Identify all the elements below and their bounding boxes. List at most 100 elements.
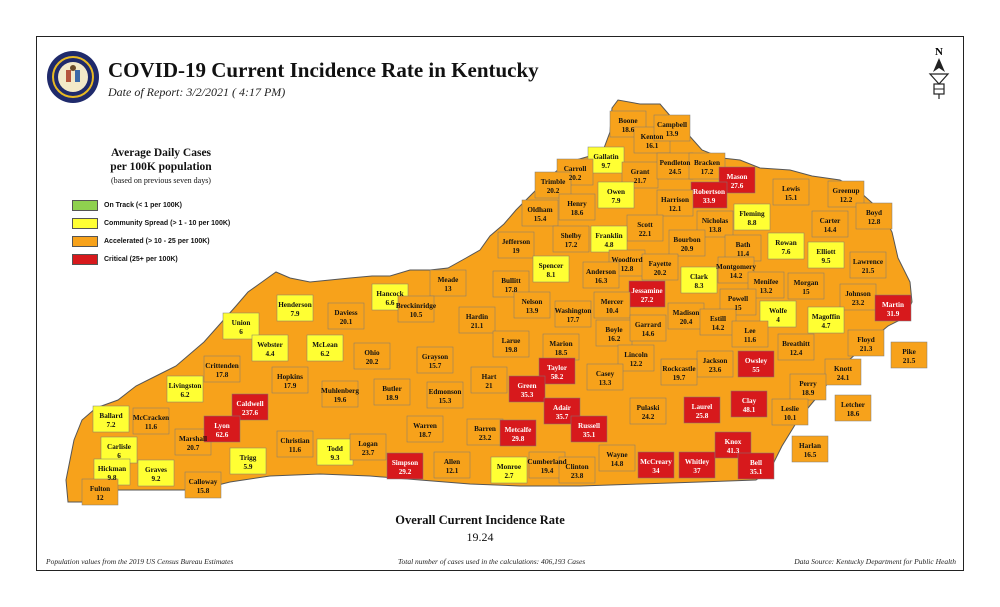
county-value-owsley: 55 — [752, 366, 760, 374]
county-region-todd — [316, 438, 354, 466]
county-region-gallatin — [587, 146, 625, 174]
county-name-jefferson: Jefferson — [502, 238, 530, 246]
county-value-campbell: 13.9 — [666, 130, 679, 138]
county-value-clay: 48.1 — [743, 406, 756, 414]
county-value-russell: 35.1 — [583, 431, 596, 439]
county-name-bourbon: Bourbon — [673, 236, 700, 244]
county-value-jefferson: 19 — [512, 247, 520, 255]
county-value-marshall: 20.7 — [187, 444, 200, 452]
county-value-carter: 14.4 — [824, 226, 837, 234]
county-region-pike — [890, 341, 928, 369]
county-value-graves: 9.2 — [152, 475, 161, 483]
county-region-mclean — [306, 334, 344, 362]
county-value-harlan: 16.5 — [804, 451, 817, 459]
county-value-casey: 13.3 — [599, 379, 612, 387]
county-value-bath: 11.4 — [737, 250, 750, 258]
county-region-lewis — [772, 178, 810, 206]
county-value-adair: 35.7 — [556, 413, 569, 421]
county-name-pike: Pike — [902, 348, 916, 356]
county-name-knox: Knox — [725, 438, 742, 446]
county-region-jackson — [696, 350, 734, 378]
county-value-johnson: 23.2 — [852, 299, 865, 307]
county-value-metcalfe: 29.8 — [512, 435, 525, 443]
county-region-washington — [554, 300, 592, 328]
county-name-pulaski: Pulaski — [637, 404, 660, 412]
county-name-franklin: Franklin — [595, 232, 622, 240]
legend-title-line2: per 100K population — [110, 161, 212, 173]
county-value-wayne: 14.8 — [611, 460, 624, 468]
county-value-larue: 19.8 — [505, 346, 518, 354]
county-region-edmonson — [426, 381, 464, 409]
county-region-lee — [731, 320, 769, 348]
county-name-casey: Casey — [596, 370, 615, 378]
county-value-mercer: 10.4 — [606, 307, 619, 315]
county-name-washington: Washington — [555, 307, 592, 315]
county-region-breckinridge — [397, 295, 435, 323]
legend-title-line1: Average Daily Cases — [110, 147, 212, 159]
county-value-christian: 11.6 — [289, 446, 302, 454]
county-name-morgan: Morgan — [794, 279, 819, 287]
county-region-elliott — [807, 241, 845, 269]
county-name-green: Green — [517, 382, 536, 390]
county-name-shelby: Shelby — [561, 232, 582, 240]
county-name-madison: Madison — [673, 309, 700, 317]
county-value-owen: 7.9 — [612, 197, 621, 205]
county-region-graves — [137, 459, 175, 487]
legend-swatch-accelerated — [72, 235, 98, 247]
county-value-caldwell: 237.6 — [242, 409, 259, 417]
county-name-nelson: Nelson — [522, 298, 543, 306]
county-name-scott: Scott — [637, 221, 653, 229]
county-value-letcher: 18.6 — [847, 410, 860, 418]
county-value-garrard: 14.6 — [642, 330, 655, 338]
state-seal-icon — [47, 51, 99, 103]
county-value-trigg: 5.9 — [244, 463, 253, 471]
county-region-allen — [433, 451, 471, 479]
county-name-lawrence: Lawrence — [853, 258, 883, 266]
legend-label: Community Spread (> 1 - 10 per 100K) — [104, 219, 231, 227]
county-name-hart: Hart — [482, 373, 497, 381]
county-value-hancock: 6.6 — [386, 299, 395, 307]
county-value-fleming: 8.8 — [748, 219, 757, 227]
county-name-pendleton: Pendleton — [660, 159, 691, 167]
county-name-garrard: Garrard — [635, 321, 661, 329]
county-name-barren: Barren — [474, 425, 496, 433]
county-region-trigg — [229, 447, 267, 475]
county-value-boone: 18.6 — [622, 126, 635, 134]
county-labels: Boone18.6Kenton16.1Campbell13.9Gallatin9… — [90, 117, 916, 502]
county-value-knox: 41.3 — [727, 447, 740, 455]
county-value-magoffin: 4.7 — [822, 322, 831, 330]
legend-item: On Track (< 1 per 100K) — [66, 197, 266, 213]
county-name-lyon: Lyon — [214, 422, 230, 430]
county-value-leslie: 10.1 — [784, 414, 797, 422]
county-value-lee: 11.6 — [744, 336, 757, 344]
county-region-butler — [373, 378, 411, 406]
county-name-adair: Adair — [553, 404, 572, 412]
county-region-henry — [558, 193, 596, 221]
county-name-wolfe: Wolfe — [769, 307, 787, 315]
county-value-washington: 17.7 — [567, 316, 580, 324]
legend-item: Community Spread (> 1 - 10 per 100K) — [66, 215, 266, 231]
county-name-calloway: Calloway — [189, 478, 218, 486]
county-region-oldham — [521, 199, 559, 227]
county-value-franklin: 4.8 — [605, 241, 614, 249]
region-fills — [81, 110, 928, 506]
footer-population-note: Population values from the 2019 US Censu… — [46, 557, 234, 566]
county-region-lawrence — [849, 251, 887, 279]
county-value-grayson: 15.7 — [429, 362, 442, 370]
county-region-clinton — [558, 456, 596, 484]
county-value-union: 6 — [239, 328, 243, 336]
county-name-spencer: Spencer — [539, 262, 565, 270]
county-value-jackson: 23.6 — [709, 366, 722, 374]
county-region-mccreary — [637, 451, 675, 479]
county-region-robertson — [690, 181, 728, 209]
county-name-fulton: Fulton — [90, 485, 110, 493]
county-region-harrison — [656, 189, 694, 217]
county-region-logan — [349, 433, 387, 461]
county-name-carroll: Carroll — [564, 165, 587, 173]
county-name-bath: Bath — [736, 241, 751, 249]
county-region-lincoln — [617, 344, 655, 372]
county-region-pulaski — [629, 397, 667, 425]
county-name-allen: Allen — [444, 458, 460, 466]
county-name-jackson: Jackson — [703, 357, 728, 365]
county-name-larue: Larue — [502, 337, 521, 345]
